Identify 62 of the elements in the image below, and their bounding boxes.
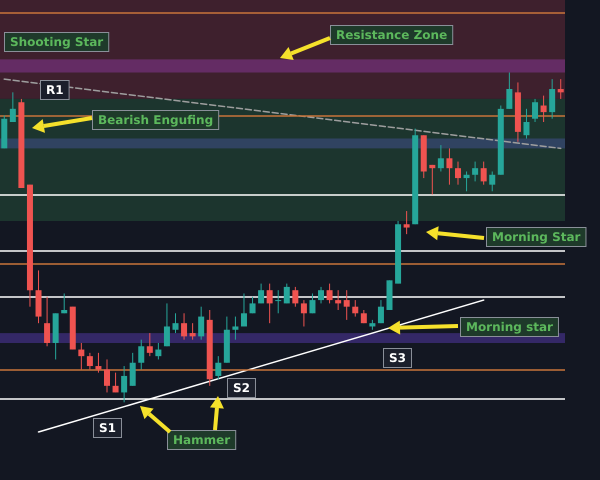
candlestick	[300, 300, 307, 327]
candlestick	[454, 161, 461, 186]
candlestick	[438, 144, 444, 172]
candlestick	[404, 210, 410, 235]
candlestick	[446, 148, 452, 186]
candlestick	[326, 283, 333, 304]
candlestick	[172, 312, 178, 334]
candlestick	[275, 290, 282, 314]
candlestick	[309, 292, 316, 314]
candlestick	[95, 352, 102, 374]
candlestick	[480, 161, 487, 186]
candlestick	[146, 332, 153, 357]
candlestick	[86, 352, 93, 370]
candlestick	[378, 300, 384, 324]
candlestick	[344, 290, 350, 320]
candlestick	[292, 286, 298, 308]
candlestick	[335, 290, 342, 310]
candlestick	[10, 92, 16, 123]
candlestick	[549, 78, 556, 120]
candlestick	[369, 319, 376, 330]
candlestick	[61, 292, 68, 314]
candlestick	[464, 170, 470, 192]
candlestick	[506, 72, 512, 110]
candlestick	[44, 296, 50, 347]
candlestick	[112, 372, 119, 393]
candlestick	[540, 95, 547, 123]
candlestick	[360, 309, 367, 324]
annotation: R1	[46, 83, 64, 97]
candlestick	[266, 283, 273, 324]
text: Shooting Star	[10, 35, 104, 49]
candlestick	[352, 300, 358, 318]
text: S1	[99, 421, 116, 435]
candlestick	[164, 302, 170, 347]
candlestick	[558, 78, 564, 100]
candlestick	[284, 283, 290, 304]
candlestick	[532, 98, 538, 123]
annotation: Bearish Engufing	[98, 113, 214, 127]
annotation: Morning star	[466, 320, 554, 334]
candlestick	[155, 342, 162, 360]
candlestick	[240, 292, 247, 327]
candlestick	[130, 352, 136, 386]
candlestick	[429, 164, 436, 196]
annotation: Morning Star	[492, 230, 581, 244]
candlestick	[138, 339, 144, 370]
candlestick	[104, 358, 110, 393]
candlestick	[523, 108, 530, 140]
candlestick	[232, 316, 238, 340]
annotation: S2	[233, 381, 250, 395]
candlestick	[190, 322, 196, 340]
candlestick	[121, 366, 128, 403]
candlestick	[258, 283, 264, 304]
candlestick	[198, 306, 204, 340]
candlestick	[489, 170, 496, 192]
candlestick	[215, 356, 222, 380]
text: Resistance Zone	[336, 28, 448, 42]
candlestick	[181, 312, 188, 340]
annotation: S3	[389, 351, 406, 365]
candlestick	[472, 161, 478, 182]
candlestick	[250, 296, 256, 314]
candlestick	[78, 342, 84, 370]
text: Hammer	[173, 433, 230, 447]
candlestick	[318, 286, 324, 304]
